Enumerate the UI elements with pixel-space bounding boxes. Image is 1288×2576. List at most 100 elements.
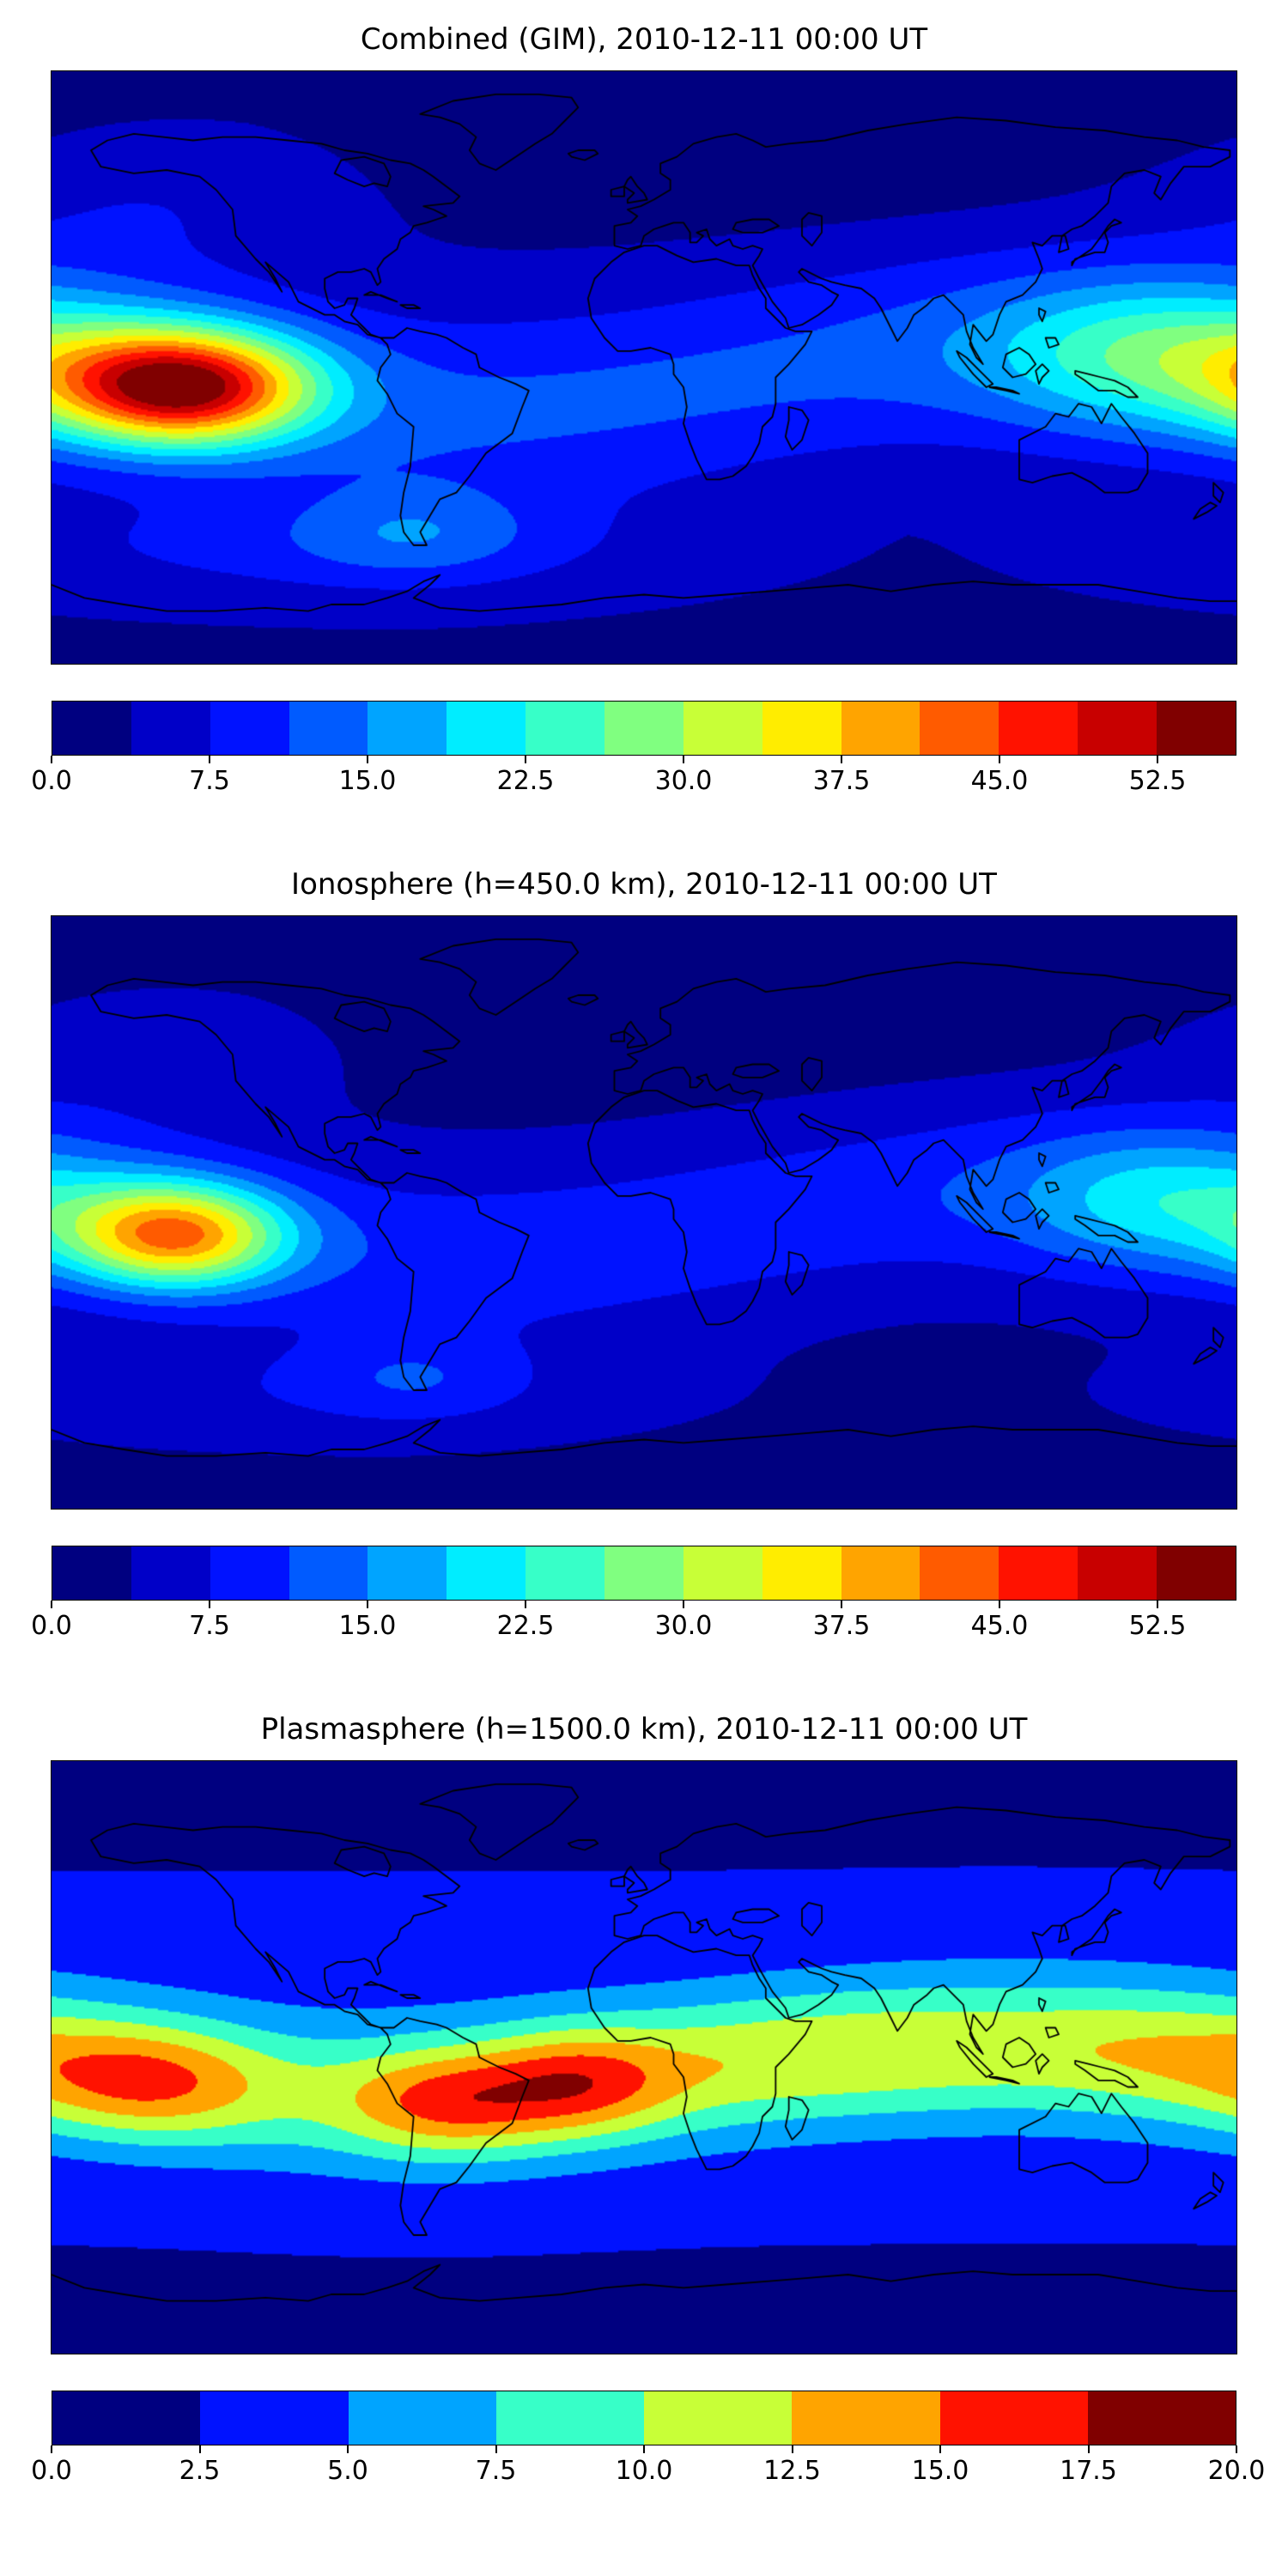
tick-label: 37.5: [812, 766, 871, 796]
tick-mark: [51, 756, 52, 763]
tick-label: 2.5: [179, 2456, 221, 2486]
tick-mark: [525, 1601, 526, 1608]
tick-mark: [791, 2445, 793, 2453]
colorbar-segment: [1078, 1546, 1157, 1600]
tick-mark: [347, 2445, 349, 2453]
tick-mark: [367, 1601, 368, 1608]
colorbar: [52, 1546, 1236, 1601]
colorbar-segment: [762, 702, 841, 755]
coastline-canvas: [52, 916, 1236, 1509]
colorbar-segment: [52, 1546, 131, 1600]
colorbar-segment: [447, 1546, 526, 1600]
map-ionosphere: [51, 915, 1237, 1510]
colorbar-segment: [495, 2391, 644, 2445]
panel-title: Plasmasphere (h=1500.0 km), 2010-12-11 0…: [260, 1712, 1028, 1747]
panel-title: Ionosphere (h=450.0 km), 2010-12-11 00:0…: [291, 867, 997, 902]
colorbar-segment: [920, 702, 999, 755]
tick-mark: [367, 756, 368, 763]
tick-mark: [999, 756, 1000, 763]
tick-label: 15.0: [338, 766, 397, 796]
colorbar-segment: [683, 702, 762, 755]
colorbar-segment: [605, 702, 683, 755]
tick-label: 12.5: [763, 2456, 821, 2486]
colorbar-segment: [939, 2391, 1088, 2445]
panel-ionosphere: Ionosphere (h=450.0 km), 2010-12-11 00:0…: [0, 845, 1288, 1645]
colorbar-segment: [526, 702, 605, 755]
panel-plasmasphere: Plasmasphere (h=1500.0 km), 2010-12-11 0…: [0, 1690, 1288, 2490]
tick-label: 30.0: [654, 1611, 713, 1641]
coastline-canvas: [52, 1761, 1236, 2354]
tick-label: 5.0: [327, 2456, 368, 2486]
tick-label: 17.5: [1060, 2456, 1117, 2486]
tick-mark: [209, 756, 210, 763]
tick-label: 52.5: [1128, 766, 1187, 796]
colorbar-segment: [644, 2391, 793, 2445]
colorbar-ticks: 0.0 7.5 15.0 22.5 30.0 37.5 45.0 52.5: [31, 756, 1236, 800]
map-plasmasphere: [51, 1760, 1237, 2354]
colorbar-ticks: 0.0 2.5 5.0 7.5 10.0 12.5 15.0 17.5 20.0: [31, 2445, 1265, 2490]
map-combined-gim: [51, 70, 1237, 665]
colorbar-segment: [447, 702, 526, 755]
tick-mark: [999, 1601, 1000, 1608]
tick-mark: [841, 756, 842, 763]
colorbar: [52, 2391, 1236, 2445]
tick-mark: [1157, 756, 1158, 763]
tick-label: 15.0: [911, 2456, 969, 2486]
tick-mark: [209, 1601, 210, 1608]
colorbar-segment: [605, 1546, 683, 1600]
tick-label: 45.0: [970, 766, 1029, 796]
colorbar-segment: [368, 1546, 447, 1600]
colorbar-segment: [841, 1546, 920, 1600]
colorbar-segment: [762, 1546, 841, 1600]
colorbar-segment: [210, 1546, 289, 1600]
colorbar-segment: [1157, 702, 1236, 755]
tick-label: 45.0: [970, 1611, 1029, 1641]
colorbar-segment: [348, 2391, 496, 2445]
colorbar-segment: [52, 702, 131, 755]
colorbar-segment: [1157, 1546, 1236, 1600]
tick-mark: [1157, 1601, 1158, 1608]
tick-mark: [939, 2445, 941, 2453]
colorbar-segment: [210, 702, 289, 755]
colorbar-ticks: 0.0 7.5 15.0 22.5 30.0 37.5 45.0 52.5: [31, 1601, 1236, 1645]
colorbar-segment: [131, 1546, 210, 1600]
tick-mark: [51, 1601, 52, 1608]
colorbar-segment: [289, 1546, 368, 1600]
colorbar-segment: [999, 702, 1078, 755]
colorbar-segment: [792, 2391, 940, 2445]
colorbar-segment: [52, 2391, 201, 2445]
tick-label: 10.0: [615, 2456, 673, 2486]
colorbar-segment: [289, 702, 368, 755]
tick-mark: [1087, 2445, 1090, 2453]
tick-label: 37.5: [812, 1611, 871, 1641]
colorbar-segment: [920, 1546, 999, 1600]
tick-mark: [198, 2445, 201, 2453]
colorbar-segment: [1078, 702, 1157, 755]
colorbar-segment: [683, 1546, 762, 1600]
tick-label: 0.0: [31, 766, 72, 796]
tick-label: 7.5: [189, 766, 230, 796]
colorbar-segment: [368, 702, 447, 755]
tick-mark: [495, 2445, 497, 2453]
tick-mark: [1236, 2445, 1237, 2453]
colorbar-segment: [200, 2391, 349, 2445]
tick-mark: [525, 756, 526, 763]
colorbar-segment: [1087, 2391, 1236, 2445]
tick-label: 7.5: [189, 1611, 230, 1641]
tick-mark: [683, 1601, 684, 1608]
tick-label: 22.5: [496, 1611, 555, 1641]
tick-label: 20.0: [1207, 2456, 1266, 2486]
tick-label: 15.0: [338, 1611, 397, 1641]
tick-label: 0.0: [31, 1611, 72, 1641]
tick-mark: [51, 2445, 52, 2453]
tick-label: 30.0: [654, 766, 713, 796]
colorbar-segment: [526, 1546, 605, 1600]
tick-label: 7.5: [475, 2456, 517, 2486]
tick-label: 52.5: [1128, 1611, 1187, 1641]
colorbar-segment: [131, 702, 210, 755]
tick-label: 0.0: [31, 2456, 72, 2486]
panel-combined-gim: Combined (GIM), 2010-12-11 00:00 UT 0.0 7…: [0, 0, 1288, 800]
colorbar-segment: [999, 1546, 1078, 1600]
tick-mark: [841, 1601, 842, 1608]
tick-mark: [683, 756, 684, 763]
